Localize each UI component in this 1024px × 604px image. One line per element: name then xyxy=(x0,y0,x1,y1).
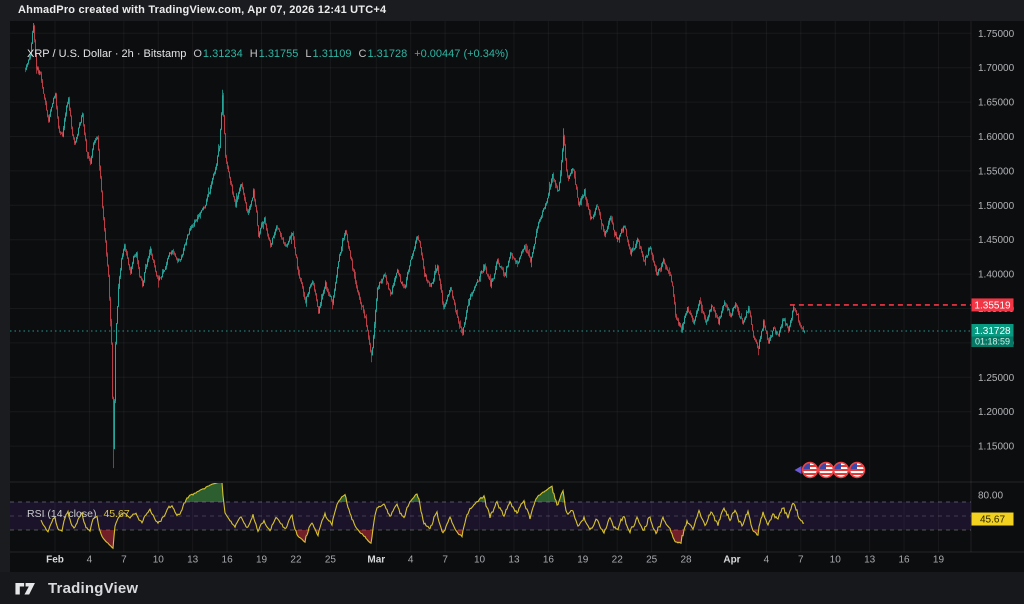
rsi-title[interactable]: RSI (14, close) xyxy=(27,508,97,520)
price-axis-label: 1.20000 xyxy=(978,407,1015,418)
time-axis-label: 13 xyxy=(508,555,520,566)
time-axis-label: 10 xyxy=(153,555,165,566)
pane-separators[interactable] xyxy=(10,21,1024,553)
grid-lines xyxy=(10,21,971,552)
purple-flag-icon[interactable] xyxy=(794,466,802,474)
rsi-axis-label: 80.00 xyxy=(978,491,1003,502)
us-flag-event-icon[interactable] xyxy=(834,463,849,478)
rsi-value: 45.67 xyxy=(103,508,130,520)
footer-bar: TradingView xyxy=(0,572,1024,604)
svg-text:1.31728: 1.31728 xyxy=(974,326,1011,337)
tradingview-logo-icon xyxy=(15,582,35,595)
high-value: 1.31755 xyxy=(258,48,299,60)
time-axis-label: Feb xyxy=(46,555,64,566)
countdown-timer: 01:18:59 xyxy=(975,337,1010,347)
time-axis-label: 13 xyxy=(187,555,199,566)
svg-text:45.67: 45.67 xyxy=(980,515,1005,526)
time-axis-label: 19 xyxy=(933,555,945,566)
change-value: +0.00447 (+0.34%) xyxy=(414,48,509,60)
time-axis-label: 7 xyxy=(798,555,804,566)
chart-area[interactable]: 1.75000 1.70000 1.65000 1.60000 1.55000 1.500… xyxy=(10,21,1024,572)
time-axis-label: 10 xyxy=(474,555,486,566)
candles-layer xyxy=(25,23,805,469)
time-axis-label: 10 xyxy=(830,555,842,566)
price-axis-label: 1.15000 xyxy=(978,442,1015,453)
time-axis-label: 16 xyxy=(222,555,234,566)
time-axis-label: 25 xyxy=(325,555,337,566)
time-axis[interactable]: Feb 4 7 10 13 16 19 22 25 Mar 4 7 10 13 16 19 22 25 28 Apr 4… xyxy=(46,555,944,566)
event-markers-layer[interactable] xyxy=(794,463,865,478)
high-label: H xyxy=(249,48,258,60)
attribution-text: AhmadPro created with TradingView.com, A… xyxy=(18,4,387,16)
close-label: C xyxy=(358,48,367,60)
us-flag-event-icon[interactable] xyxy=(803,463,818,478)
price-axis-label: 1.70000 xyxy=(978,63,1015,74)
rsi-pane xyxy=(10,483,971,550)
symbol-title[interactable]: XRP / U.S. Dollar · 2h · Bitstamp xyxy=(27,48,187,60)
svg-text:1.35519: 1.35519 xyxy=(974,300,1011,311)
time-axis-label: 4 xyxy=(764,555,770,566)
low-value: 1.31109 xyxy=(312,48,352,60)
us-flag-event-icon[interactable] xyxy=(819,463,834,478)
time-axis-label: 4 xyxy=(408,555,414,566)
time-axis-label: 28 xyxy=(681,555,693,566)
time-axis-label: 19 xyxy=(577,555,589,566)
rsi-legend[interactable]: RSI (14, close) 45.67 xyxy=(27,508,130,520)
time-axis-label: 16 xyxy=(899,555,911,566)
tradingview-brand: TradingView xyxy=(48,579,139,597)
rsi-value-badge xyxy=(971,512,1014,526)
price-axis-label: 1.65000 xyxy=(978,98,1015,109)
time-axis-label: 25 xyxy=(646,555,658,566)
time-axis-label: Apr xyxy=(723,555,740,566)
price-axis-label: 1.45000 xyxy=(978,235,1015,246)
price-axis-label: 1.55000 xyxy=(978,166,1015,177)
high-price-badge xyxy=(971,298,1014,312)
time-axis-label: 13 xyxy=(864,555,876,566)
price-axis-label: 1.25000 xyxy=(978,373,1015,384)
price-axis-label: 1.75000 xyxy=(978,29,1015,40)
open-label: O xyxy=(193,48,202,60)
open-value: 1.31234 xyxy=(202,48,243,60)
chart-background xyxy=(10,21,1024,572)
price-axis-label: 1.60000 xyxy=(978,132,1015,143)
time-axis-label: 7 xyxy=(121,555,127,566)
time-axis-label: 16 xyxy=(543,555,555,566)
time-axis-label: 22 xyxy=(290,555,302,566)
rsi-line xyxy=(40,483,805,550)
price-axis-label: 1.50000 xyxy=(978,201,1015,212)
last-price-badge xyxy=(971,324,1014,348)
time-axis-label: 22 xyxy=(612,555,624,566)
low-label: L xyxy=(305,48,312,60)
time-axis-label: 19 xyxy=(256,555,268,566)
close-value: 1.31728 xyxy=(367,48,408,60)
us-flag-event-icon[interactable] xyxy=(850,463,865,478)
time-axis-label: Mar xyxy=(367,555,385,566)
symbol-legend[interactable]: XRP / U.S. Dollar · 2h · Bitstamp O 1.312… xyxy=(27,48,508,60)
time-axis-label: 4 xyxy=(87,555,93,566)
price-lines-layer xyxy=(10,304,971,332)
chart-svg[interactable]: 1.75000 1.70000 1.65000 1.60000 1.55000 1.500… xyxy=(10,21,1024,572)
time-axis-label: 7 xyxy=(442,555,448,566)
attribution-bar: AhmadPro created with TradingView.com, A… xyxy=(0,0,1024,21)
price-axis-label: 1.40000 xyxy=(978,270,1015,281)
